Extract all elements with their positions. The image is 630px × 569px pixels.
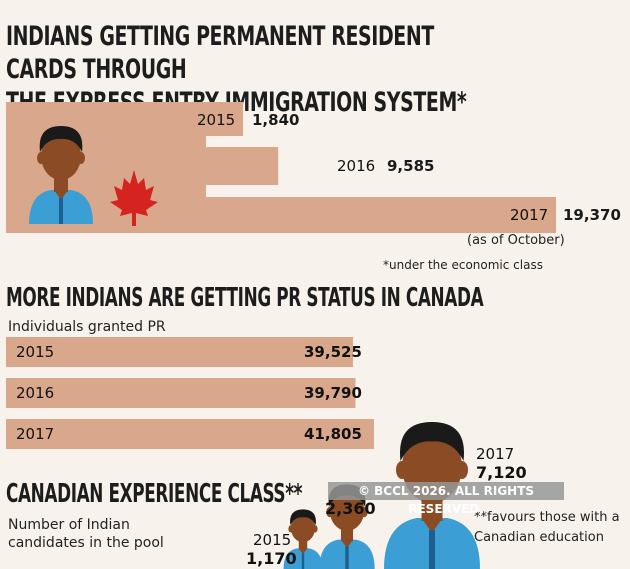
footnote-economic-class: *under the economic class <box>383 258 543 272</box>
person-icon <box>29 126 93 224</box>
value-label-cec-2016: 2,360 <box>325 499 376 518</box>
as-of-note: (as of October) <box>467 233 565 248</box>
tick-label-2016: 2016 <box>337 157 376 175</box>
value-label-pr-2015: 39,525 <box>304 343 362 361</box>
footnote-canadian-education: **favours those with a Canadian educatio… <box>474 510 620 545</box>
bar-pr-2017 <box>6 419 374 449</box>
bar-pr-2015 <box>6 337 354 367</box>
tick-label-2017: 2017 <box>510 206 549 224</box>
value-label-cec-2015: 1,170 <box>246 549 297 568</box>
value-label-pr-2016: 39,790 <box>304 384 362 402</box>
value-label-2016: 9,585 <box>387 157 435 175</box>
value-label-2015: 1,840 <box>252 111 300 129</box>
chart-subtitle-pr: Individuals granted PR <box>8 319 166 335</box>
tick-label-cec-2015: 2015 <box>253 531 292 549</box>
tick-label-pr-2016: 2016 <box>16 384 55 402</box>
bar-pr-2016 <box>6 378 356 408</box>
chart-title-cec: CANADIAN EXPERIENCE CLASS** <box>6 479 303 509</box>
tick-label-cec-2017: 2017 <box>476 445 515 463</box>
value-label-cec-2017: 7,120 <box>476 463 527 482</box>
tick-label-pr-2017: 2017 <box>16 425 55 443</box>
title-line-1: INDIANS GETTING PERMANENT RESIDENT CARDS… <box>6 21 434 85</box>
tick-label-pr-2015: 2015 <box>16 343 55 361</box>
chart-title-pr-status: MORE INDIANS ARE GETTING PR STATUS IN CA… <box>6 283 484 313</box>
tick-label-2015: 2015 <box>197 111 236 129</box>
value-label-pr-2017: 41,805 <box>304 425 362 443</box>
value-label-2017: 19,370 <box>563 206 621 224</box>
chart-title-express-entry: INDIANS GETTING PERMANENT RESIDENT CARDS… <box>6 20 493 119</box>
chart-subtitle-cec: Number of Indian candidates in the pool <box>8 517 164 551</box>
person-icon-2015 <box>283 509 323 569</box>
maple-leaf-icon <box>110 170 158 226</box>
watermark: © BCCL 2026. ALL RIGHTS RESERVED. <box>328 482 564 516</box>
